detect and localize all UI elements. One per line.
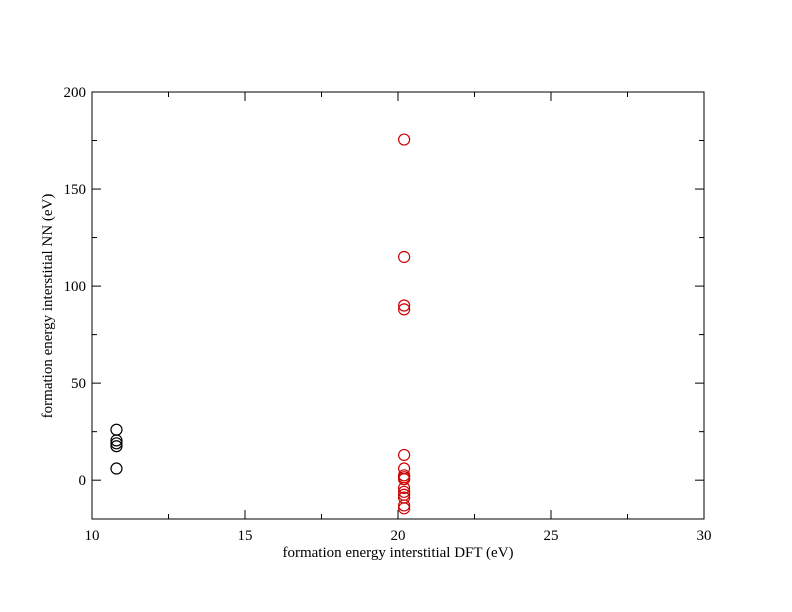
y-tick-label: 150 (64, 182, 87, 198)
data-point (398, 502, 411, 515)
y-axis-title: formation energy interstitial NN (eV) (40, 194, 56, 419)
data-point (398, 462, 411, 475)
data-points (110, 133, 411, 515)
data-point (110, 423, 123, 436)
data-point (110, 434, 123, 447)
y-tick-label: 200 (64, 85, 87, 101)
data-point (398, 481, 411, 495)
x-tick-label: 10 (85, 528, 100, 544)
data-point (398, 499, 411, 512)
data-point (110, 462, 123, 475)
data-point (110, 437, 123, 450)
data-point (398, 485, 411, 498)
x-tick-label: 25 (544, 528, 559, 544)
y-tick-label: 0 (79, 473, 87, 489)
data-point (398, 488, 411, 501)
x-tick-label: 20 (391, 528, 406, 544)
data-point (398, 133, 411, 146)
data-point (398, 250, 411, 264)
data-point (398, 299, 411, 312)
x-axis-title: formation energy interstitial DFT (eV) (282, 545, 513, 561)
x-tick-label: 30 (697, 528, 712, 544)
data-point (398, 448, 411, 462)
y-tick-label: 50 (71, 376, 86, 392)
y-tick-label: 100 (64, 279, 87, 295)
x-tick-label: 15 (238, 528, 253, 544)
data-point (110, 440, 123, 453)
plot-frame (91, 91, 705, 520)
data-point (398, 303, 411, 316)
data-point (398, 473, 411, 486)
tick-labels: 10 15 20 25 30 0 50 100 150 200 (64, 85, 712, 544)
axis-ticks (91, 91, 705, 519)
